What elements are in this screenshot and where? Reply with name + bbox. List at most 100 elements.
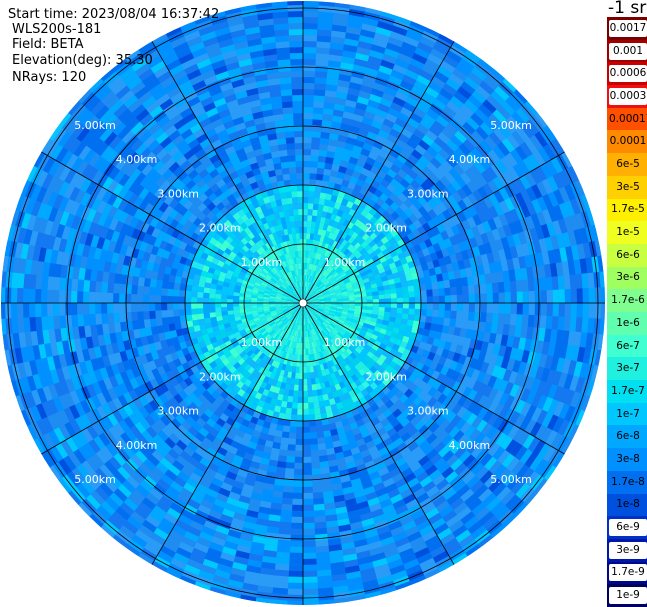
backscatter-cell <box>290 335 295 342</box>
backscatter-cell <box>399 341 408 349</box>
backscatter-cell <box>344 455 355 464</box>
backscatter-cell <box>219 513 234 524</box>
backscatter-cell <box>322 336 329 343</box>
backscatter-cell <box>294 330 298 337</box>
backscatter-cell <box>305 305 311 311</box>
backscatter-cell <box>261 368 269 377</box>
backscatter-cell <box>303 83 315 90</box>
backscatter-cell <box>288 23 304 30</box>
backscatter-cell <box>434 363 444 374</box>
backscatter-cell <box>303 197 309 204</box>
backscatter-cell <box>381 369 390 379</box>
backscatter-cell <box>485 496 501 512</box>
backscatter-cell <box>534 366 545 381</box>
backscatter-cell <box>472 404 484 417</box>
backscatter-cell <box>514 445 528 461</box>
backscatter-cell <box>298 324 301 331</box>
backscatter-cell <box>359 350 367 358</box>
backscatter-cell <box>395 381 404 391</box>
backscatter-cell <box>369 381 378 391</box>
backscatter-cell <box>280 437 289 445</box>
backscatter-cell <box>327 392 334 400</box>
backscatter-cell <box>137 285 144 295</box>
backscatter-cell <box>294 462 303 469</box>
backscatter-cell <box>498 345 507 358</box>
backscatter-cell <box>11 317 19 334</box>
backscatter-cell <box>143 286 150 295</box>
backscatter-cell <box>220 481 233 492</box>
backscatter-cell <box>337 518 350 527</box>
backscatter-cell <box>309 426 317 433</box>
backscatter-cell <box>318 599 335 605</box>
backscatter-cell <box>292 323 297 330</box>
backscatter-cell <box>293 215 299 222</box>
backscatter-cell <box>335 402 344 410</box>
backscatter-cell <box>321 418 329 426</box>
backscatter-cell <box>248 498 261 507</box>
backscatter-cell <box>569 391 581 409</box>
backscatter-cell <box>284 468 295 475</box>
backscatter-cell <box>287 155 296 162</box>
backscatter-cell <box>346 329 354 335</box>
backscatter-cell <box>294 131 304 138</box>
backscatter-cell <box>421 349 430 359</box>
backscatter-cell <box>416 552 433 565</box>
backscatter-cell <box>448 475 463 489</box>
backscatter-cell <box>456 484 471 498</box>
backscatter-cell <box>353 313 360 319</box>
backscatter-cell <box>332 328 339 334</box>
backscatter-cell <box>303 95 315 102</box>
backscatter-cell <box>462 386 473 399</box>
backscatter-cell <box>382 437 394 447</box>
backscatter-cell <box>296 414 303 421</box>
backscatter-cell <box>217 557 234 568</box>
backscatter-cell <box>432 353 442 364</box>
backscatter-cell <box>358 368 366 377</box>
backscatter-cell <box>173 295 180 303</box>
backscatter-cell <box>41 288 48 303</box>
backscatter-cell <box>353 538 368 548</box>
backscatter-cell <box>270 447 280 456</box>
backscatter-cell <box>289 420 297 427</box>
backscatter-cell <box>582 303 589 319</box>
backscatter-cell <box>389 493 403 505</box>
backscatter-cell <box>413 314 421 322</box>
backscatter-cell <box>520 467 535 484</box>
backscatter-cell <box>377 466 390 477</box>
backscatter-cell <box>296 354 301 361</box>
backscatter-cell <box>328 340 334 347</box>
backscatter-cell <box>149 318 157 328</box>
backscatter-cell <box>238 495 251 504</box>
backscatter-cell <box>302 546 317 553</box>
backscatter-cell <box>311 137 321 144</box>
backscatter-cell <box>439 418 451 431</box>
backscatter-cell <box>453 327 461 337</box>
backscatter-cell <box>303 107 314 114</box>
backscatter-cell <box>418 439 431 451</box>
backscatter-cell <box>95 280 103 293</box>
backscatter-cell <box>237 443 248 453</box>
backscatter-cell <box>461 319 469 330</box>
backscatter-cell <box>235 449 246 458</box>
backscatter-cell <box>525 404 537 420</box>
backscatter-cell <box>313 515 326 523</box>
backscatter-cell <box>303 307 304 313</box>
backscatter-cell <box>271 496 283 504</box>
backscatter-cell <box>221 298 228 303</box>
backscatter-cell <box>515 483 530 499</box>
backscatter-cell <box>119 302 126 313</box>
backscatter-cell <box>473 484 489 499</box>
backscatter-cell <box>375 461 387 472</box>
backscatter-cell <box>271 392 279 400</box>
backscatter-cell <box>524 471 540 488</box>
backscatter-cell <box>403 436 415 448</box>
backscatter-cell <box>288 365 293 373</box>
backscatter-cell <box>346 376 355 385</box>
backscatter-cell <box>293 474 303 481</box>
backscatter-cell <box>324 405 332 413</box>
backscatter-cell <box>334 356 342 364</box>
backscatter-cell <box>500 334 509 347</box>
backscatter-cell <box>573 361 583 378</box>
backscatter-cell <box>119 283 126 294</box>
backscatter-cell <box>472 349 481 361</box>
